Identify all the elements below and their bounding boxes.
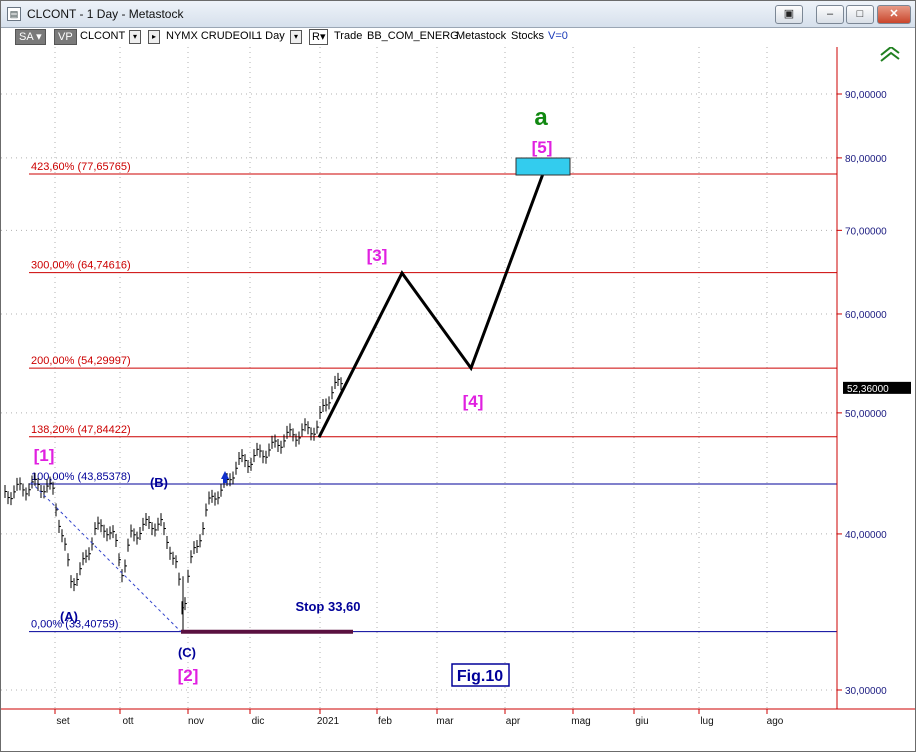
x-tick-label: 2021 xyxy=(317,716,340,727)
wave-projection-path xyxy=(317,173,545,438)
y-tick-label: 80,00000 xyxy=(845,154,887,165)
x-tick-label: dic xyxy=(252,716,265,727)
x-tick-label: ago xyxy=(767,716,784,727)
fib-level-label: 423,60% (77,65765) xyxy=(31,161,131,173)
x-tick-label: lug xyxy=(700,716,713,727)
sa-button[interactable]: SA ▾ xyxy=(15,29,46,45)
fig-label-box xyxy=(451,663,510,687)
r-label: R xyxy=(312,31,320,43)
chevron-down-icon: ▾ xyxy=(36,31,42,43)
chart-app-icon: ▤ xyxy=(7,7,21,21)
y-tick-label: 30,00000 xyxy=(845,686,887,697)
period-label: 1 Day xyxy=(256,30,285,42)
y-tick-label: 60,00000 xyxy=(845,310,887,321)
metastock-label: Metastock xyxy=(456,30,507,42)
x-tick-label: feb xyxy=(378,716,392,727)
wave-2-label: [2] xyxy=(178,666,199,685)
y-tick-label: 70,00000 xyxy=(845,226,887,237)
symbol-info-icon[interactable]: ▸ xyxy=(148,30,160,44)
fib-level-label: 0,00% (33,40759) xyxy=(31,619,118,631)
fib-level-label: 200,00% (54,29997) xyxy=(31,355,131,367)
chart-toolbar: SA ▾ VP CLCONT ▾ ▸ NYMX CRUDEOIL 1 Day ▾… xyxy=(1,28,861,46)
maximize-button[interactable]: □ xyxy=(846,5,874,24)
wave-5-label: [5] xyxy=(532,138,553,157)
sa-label: SA xyxy=(19,31,34,43)
current-price-label: 52,36000 xyxy=(847,384,889,395)
x-tick-label: ott xyxy=(122,716,133,727)
wave-1-label: [1] xyxy=(34,446,55,465)
symbol-dropdown-icon[interactable]: ▾ xyxy=(129,30,141,44)
fib-level-label: 300,00% (64,74616) xyxy=(31,260,131,272)
x-tick-label: mar xyxy=(436,716,454,727)
price-chart[interactable]: 423,60% (77,65765) 300,00% (64,74616) 200,… xyxy=(1,47,915,751)
x-tick-label: apr xyxy=(506,716,521,727)
minimize-button[interactable]: – xyxy=(816,5,844,24)
fib-level-label: 138,20% (47,84422) xyxy=(31,424,131,436)
wave-C-label: (C) xyxy=(178,645,196,660)
x-tick-label: nov xyxy=(188,716,204,727)
chart-tool-icon[interactable] xyxy=(880,47,900,62)
trend-line xyxy=(30,481,182,633)
stop-label: Stop 33,60 xyxy=(295,599,360,614)
exchange-label: NYMX CRUDEOIL xyxy=(166,30,258,42)
x-tick-label: set xyxy=(56,716,70,727)
current-price-tag xyxy=(843,381,911,394)
vp-button[interactable]: VP xyxy=(54,29,77,45)
restore-layout-button[interactable]: ▣ xyxy=(775,5,803,24)
bb-label: BB_COM_ENERG xyxy=(367,30,459,42)
wave-a-label: a xyxy=(534,104,548,131)
buy-arrow-icon xyxy=(221,471,229,483)
y-tick-label: 40,00000 xyxy=(845,530,887,541)
r-button[interactable]: R▾ xyxy=(309,29,329,45)
wave-B-label: (B) xyxy=(150,475,168,490)
x-tick-label: giu xyxy=(635,716,648,727)
y-tick-label: 90,00000 xyxy=(845,90,887,101)
x-tick-label: mag xyxy=(571,716,590,727)
y-tick-label: 50,00000 xyxy=(845,409,887,420)
window-title: CLCONT - 1 Day - Metastock xyxy=(27,7,184,21)
title-bar[interactable]: ▤ CLCONT - 1 Day - Metastock ▣ – □ ✕ xyxy=(1,1,915,28)
wave-5-target-box xyxy=(515,157,571,176)
stocks-label: Stocks xyxy=(511,30,545,42)
fig-label: Fig.10 xyxy=(457,668,503,685)
wave-3-label: [3] xyxy=(367,246,388,265)
wave-4-label: [4] xyxy=(463,392,484,411)
symbol-label: CLCONT xyxy=(80,30,126,42)
trade-label[interactable]: Trade xyxy=(334,30,363,42)
close-button[interactable]: ✕ xyxy=(877,5,911,24)
wave-A-label: (A) xyxy=(60,609,78,624)
period-dropdown-icon[interactable]: ▾ xyxy=(290,30,302,44)
fib-level-label: 100,00% (43,85378) xyxy=(31,471,131,483)
volume-label: V=0 xyxy=(548,30,568,42)
